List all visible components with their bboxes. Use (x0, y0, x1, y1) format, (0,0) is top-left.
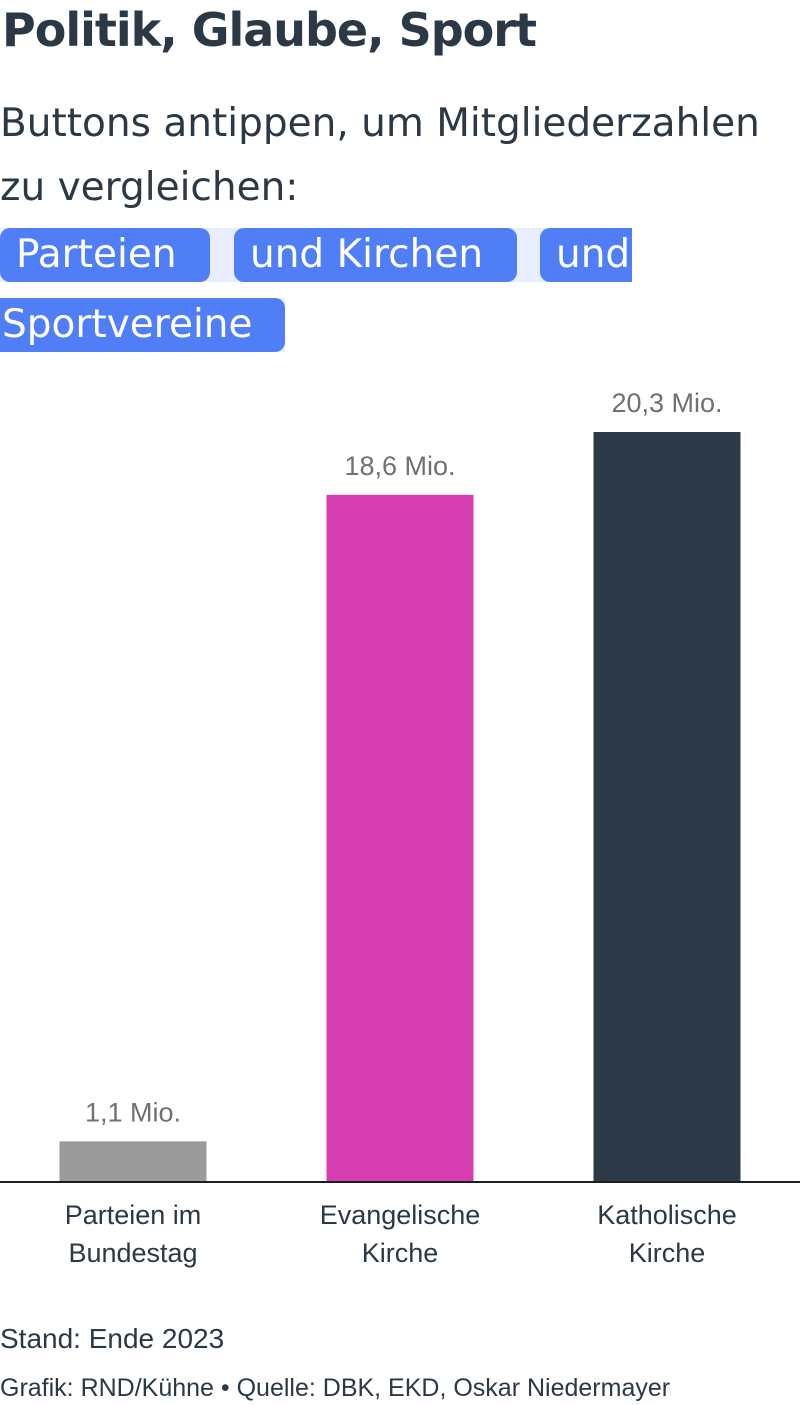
value-label-2: 20,3 Mio. (611, 388, 722, 418)
value-label-0: 1,1 Mio. (85, 1097, 181, 1127)
bar-chart: 1,1 Mio. Parteien im Bundestag 18,6 Mio. Eva… (0, 370, 800, 1290)
category-label-2-1: Kirche (629, 1238, 706, 1268)
toggle-button-group: Parteien und Kirchen und Sportvereine (0, 0, 800, 380)
source-credit: Grafik: RND/Kühne • Quelle: DBK, EKD, Os… (0, 1374, 671, 1402)
und-sportvereine-button-part2[interactable]: Sportvereine (0, 298, 285, 352)
category-label-0-1: Bundestag (68, 1238, 197, 1268)
bar-1 (326, 494, 474, 1183)
bar-chart-svg: 1,1 Mio. Parteien im Bundestag 18,6 Mio. Eva… (0, 388, 800, 1268)
category-label-1-1: Kirche (362, 1238, 439, 1268)
bar-2 (593, 432, 741, 1182)
bar-0 (59, 1141, 207, 1182)
category-label-0-0: Parteien im (65, 1200, 202, 1230)
category-label-1-0: Evangelische (320, 1200, 481, 1230)
parteien-button[interactable]: Parteien (0, 228, 210, 282)
stand-note: Stand: Ende 2023 (0, 1323, 225, 1354)
chart-title: Politik, Glaube, Sport (2, 3, 537, 57)
und-kirchen-button[interactable]: und Kirchen (234, 228, 517, 282)
chart-subtitle: Buttons antippen, um Mitgliederzahlen zu… (0, 101, 760, 210)
und-sportvereine-button-part1[interactable]: und (540, 228, 632, 282)
value-label-1: 18,6 Mio. (344, 451, 455, 481)
category-label-2-0: Katholische (597, 1200, 737, 1230)
